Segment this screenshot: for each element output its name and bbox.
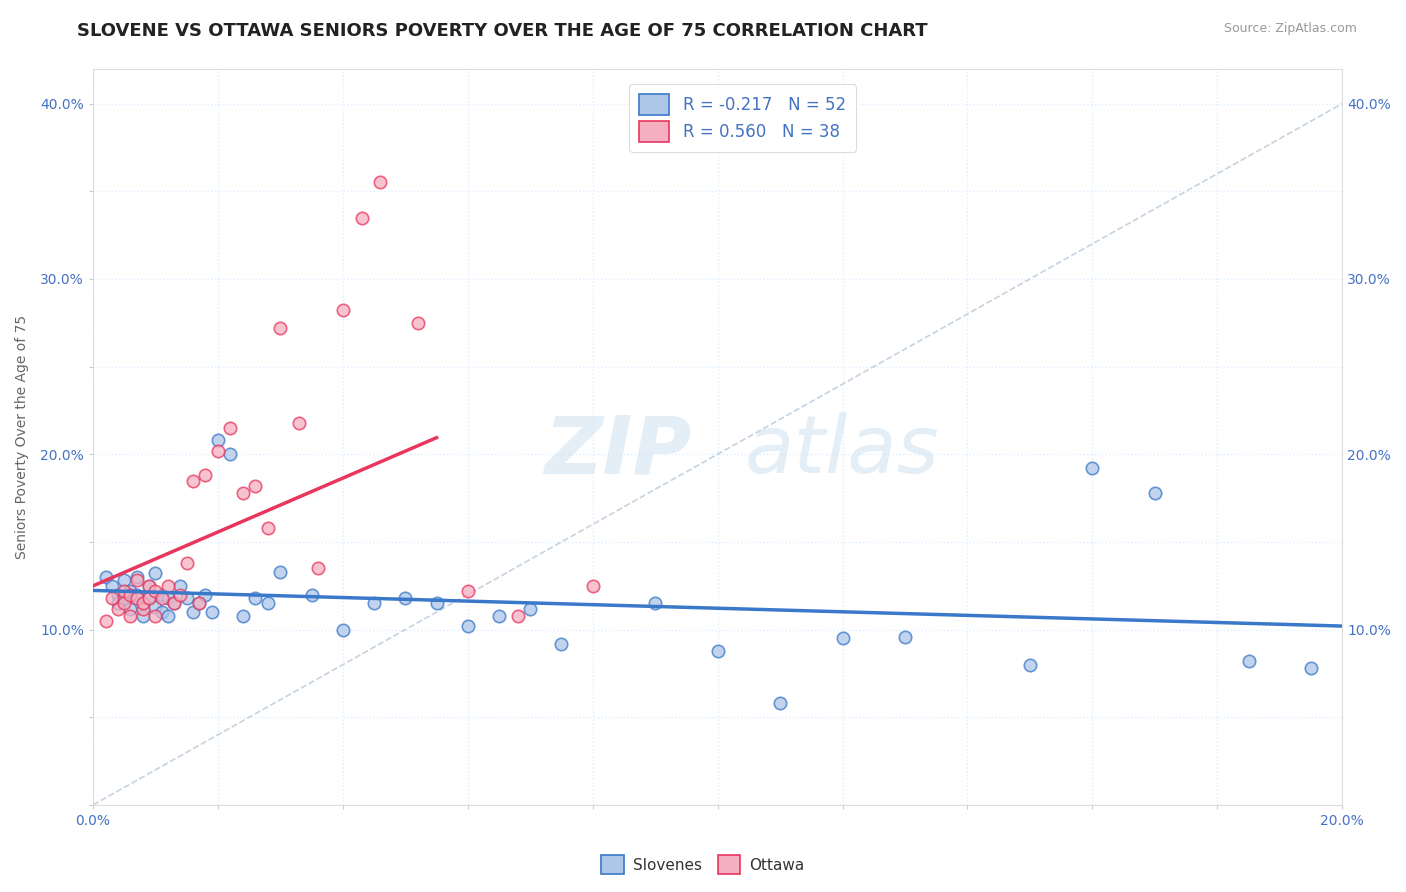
Point — [125, 574, 148, 588]
Point — [132, 608, 155, 623]
Point — [644, 596, 666, 610]
Point — [176, 556, 198, 570]
Point — [219, 421, 242, 435]
Point — [100, 591, 122, 605]
Point — [332, 623, 354, 637]
Point — [145, 599, 167, 614]
Point — [138, 591, 160, 605]
Point — [150, 605, 173, 619]
Text: Source: ZipAtlas.com: Source: ZipAtlas.com — [1223, 22, 1357, 36]
Point — [406, 316, 429, 330]
Legend: Slovenes, Ottawa: Slovenes, Ottawa — [595, 849, 811, 880]
Text: atlas: atlas — [745, 412, 941, 491]
Point — [194, 468, 217, 483]
Point — [138, 591, 160, 605]
Point — [257, 521, 280, 535]
Point — [150, 591, 173, 605]
Point — [132, 596, 155, 610]
Point — [132, 601, 155, 615]
Point — [332, 303, 354, 318]
Point — [307, 561, 329, 575]
Point — [100, 579, 122, 593]
Point — [219, 447, 242, 461]
Point — [94, 570, 117, 584]
Point — [188, 596, 211, 610]
Point — [145, 566, 167, 581]
Point — [94, 614, 117, 628]
Point — [457, 619, 479, 633]
Point — [125, 591, 148, 605]
Point — [125, 587, 148, 601]
Point — [831, 632, 853, 646]
Point — [125, 570, 148, 584]
Point — [506, 608, 529, 623]
Point — [194, 587, 217, 601]
Point — [706, 643, 728, 657]
Point — [488, 608, 510, 623]
Point — [1237, 654, 1260, 668]
Point — [145, 608, 167, 623]
Point — [107, 596, 129, 610]
Point — [132, 596, 155, 610]
Point — [163, 596, 186, 610]
Point — [163, 596, 186, 610]
Point — [120, 608, 142, 623]
Point — [425, 596, 447, 610]
Point — [394, 591, 416, 605]
Point — [769, 696, 792, 710]
Point — [1019, 657, 1042, 672]
Point — [138, 579, 160, 593]
Point — [288, 416, 311, 430]
Point — [156, 591, 179, 605]
Point — [112, 584, 135, 599]
Point — [112, 591, 135, 605]
Point — [150, 587, 173, 601]
Point — [232, 608, 254, 623]
Point — [301, 587, 323, 601]
Point — [457, 584, 479, 599]
Point — [1299, 661, 1322, 675]
Point — [169, 587, 191, 601]
Point — [207, 434, 229, 448]
Point — [120, 587, 142, 601]
Point — [245, 591, 267, 605]
Point — [120, 584, 142, 599]
Point — [257, 596, 280, 610]
Point — [269, 565, 291, 579]
Point — [107, 587, 129, 601]
Point — [201, 605, 224, 619]
Point — [112, 574, 135, 588]
Point — [245, 479, 267, 493]
Point — [519, 601, 541, 615]
Point — [269, 321, 291, 335]
Point — [550, 637, 572, 651]
Point — [1081, 461, 1104, 475]
Point — [894, 630, 917, 644]
Point — [350, 211, 373, 225]
Point — [169, 579, 191, 593]
Point — [156, 608, 179, 623]
Point — [232, 485, 254, 500]
Point — [188, 596, 211, 610]
Legend: R = -0.217   N = 52, R = 0.560   N = 38: R = -0.217 N = 52, R = 0.560 N = 38 — [630, 84, 856, 152]
Point — [582, 579, 605, 593]
Point — [181, 474, 204, 488]
Point — [156, 579, 179, 593]
Point — [138, 579, 160, 593]
Text: ZIP: ZIP — [544, 412, 692, 491]
Point — [181, 605, 204, 619]
Point — [120, 601, 142, 615]
Point — [207, 443, 229, 458]
Point — [176, 591, 198, 605]
Y-axis label: Seniors Poverty Over the Age of 75: Seniors Poverty Over the Age of 75 — [15, 315, 30, 558]
Point — [370, 176, 392, 190]
Point — [112, 596, 135, 610]
Text: SLOVENE VS OTTAWA SENIORS POVERTY OVER THE AGE OF 75 CORRELATION CHART: SLOVENE VS OTTAWA SENIORS POVERTY OVER T… — [77, 22, 928, 40]
Point — [363, 596, 385, 610]
Point — [145, 584, 167, 599]
Point — [107, 601, 129, 615]
Point — [1143, 485, 1166, 500]
